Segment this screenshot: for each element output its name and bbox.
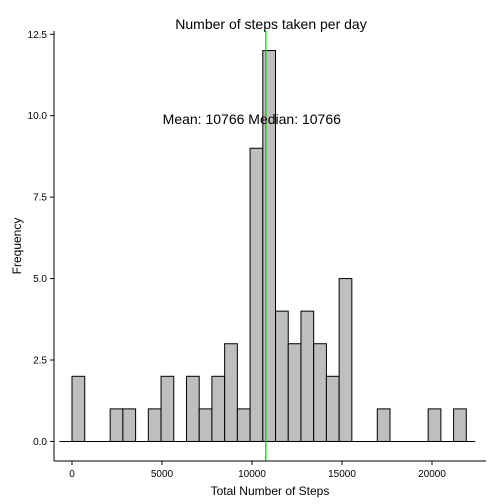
x-tick-label: 5000 (151, 469, 174, 480)
histogram-bar-20 (453, 408, 467, 442)
histogram-bar-11 (262, 50, 277, 442)
x-axis-title: Total Number of Steps (211, 484, 330, 498)
histogram-bar-14 (300, 310, 315, 442)
y-axis-title: Frequency (10, 218, 24, 275)
histogram-bar-12 (275, 310, 289, 442)
y-tick-label: 10.0 (28, 111, 48, 122)
histogram-bar-2 (122, 408, 137, 442)
y-tick-label: 5.0 (33, 274, 47, 285)
x-axis-ticks: 0 5000 10000 15000 20000 (69, 461, 446, 480)
histogram-bar-9 (236, 408, 251, 442)
chart-title: Number of steps taken per day (175, 16, 366, 32)
x-tick-label: 15000 (328, 469, 356, 480)
histogram-bar-8 (224, 343, 238, 442)
y-tick-label: 12.5 (28, 30, 48, 41)
histogram-bar-16 (325, 375, 340, 442)
histogram-bar-5 (185, 375, 200, 442)
histogram-bar-17 (338, 278, 353, 442)
x-tick-label: 10000 (238, 469, 266, 480)
histogram-bar-19 (427, 408, 442, 442)
y-tick-label: 2.5 (33, 356, 47, 367)
histogram-bar-10 (249, 147, 264, 442)
y-tick-label: 7.5 (33, 193, 47, 204)
histogram-bar-18 (376, 408, 391, 442)
histogram-bar-1 (109, 408, 124, 442)
histogram-bar-6 (198, 408, 213, 442)
mean-median-annotation: Mean: 10766 Median: 10766 (163, 111, 341, 127)
histogram-bar-7 (211, 375, 226, 442)
histogram-bar-13 (287, 343, 302, 442)
histogram-bar-4 (160, 375, 175, 442)
histogram-bar-0 (71, 375, 86, 442)
histogram-bar-3 (147, 408, 162, 442)
y-axis-ticks: 0.0 2.5 5.0 7.5 10.0 12.5 (28, 30, 54, 448)
x-tick-label: 0 (69, 469, 75, 480)
histogram-bar-15 (313, 343, 327, 442)
plot-area (59, 31, 476, 461)
x-tick-label: 20000 (418, 469, 446, 480)
y-tick-label: 0.0 (33, 437, 47, 448)
